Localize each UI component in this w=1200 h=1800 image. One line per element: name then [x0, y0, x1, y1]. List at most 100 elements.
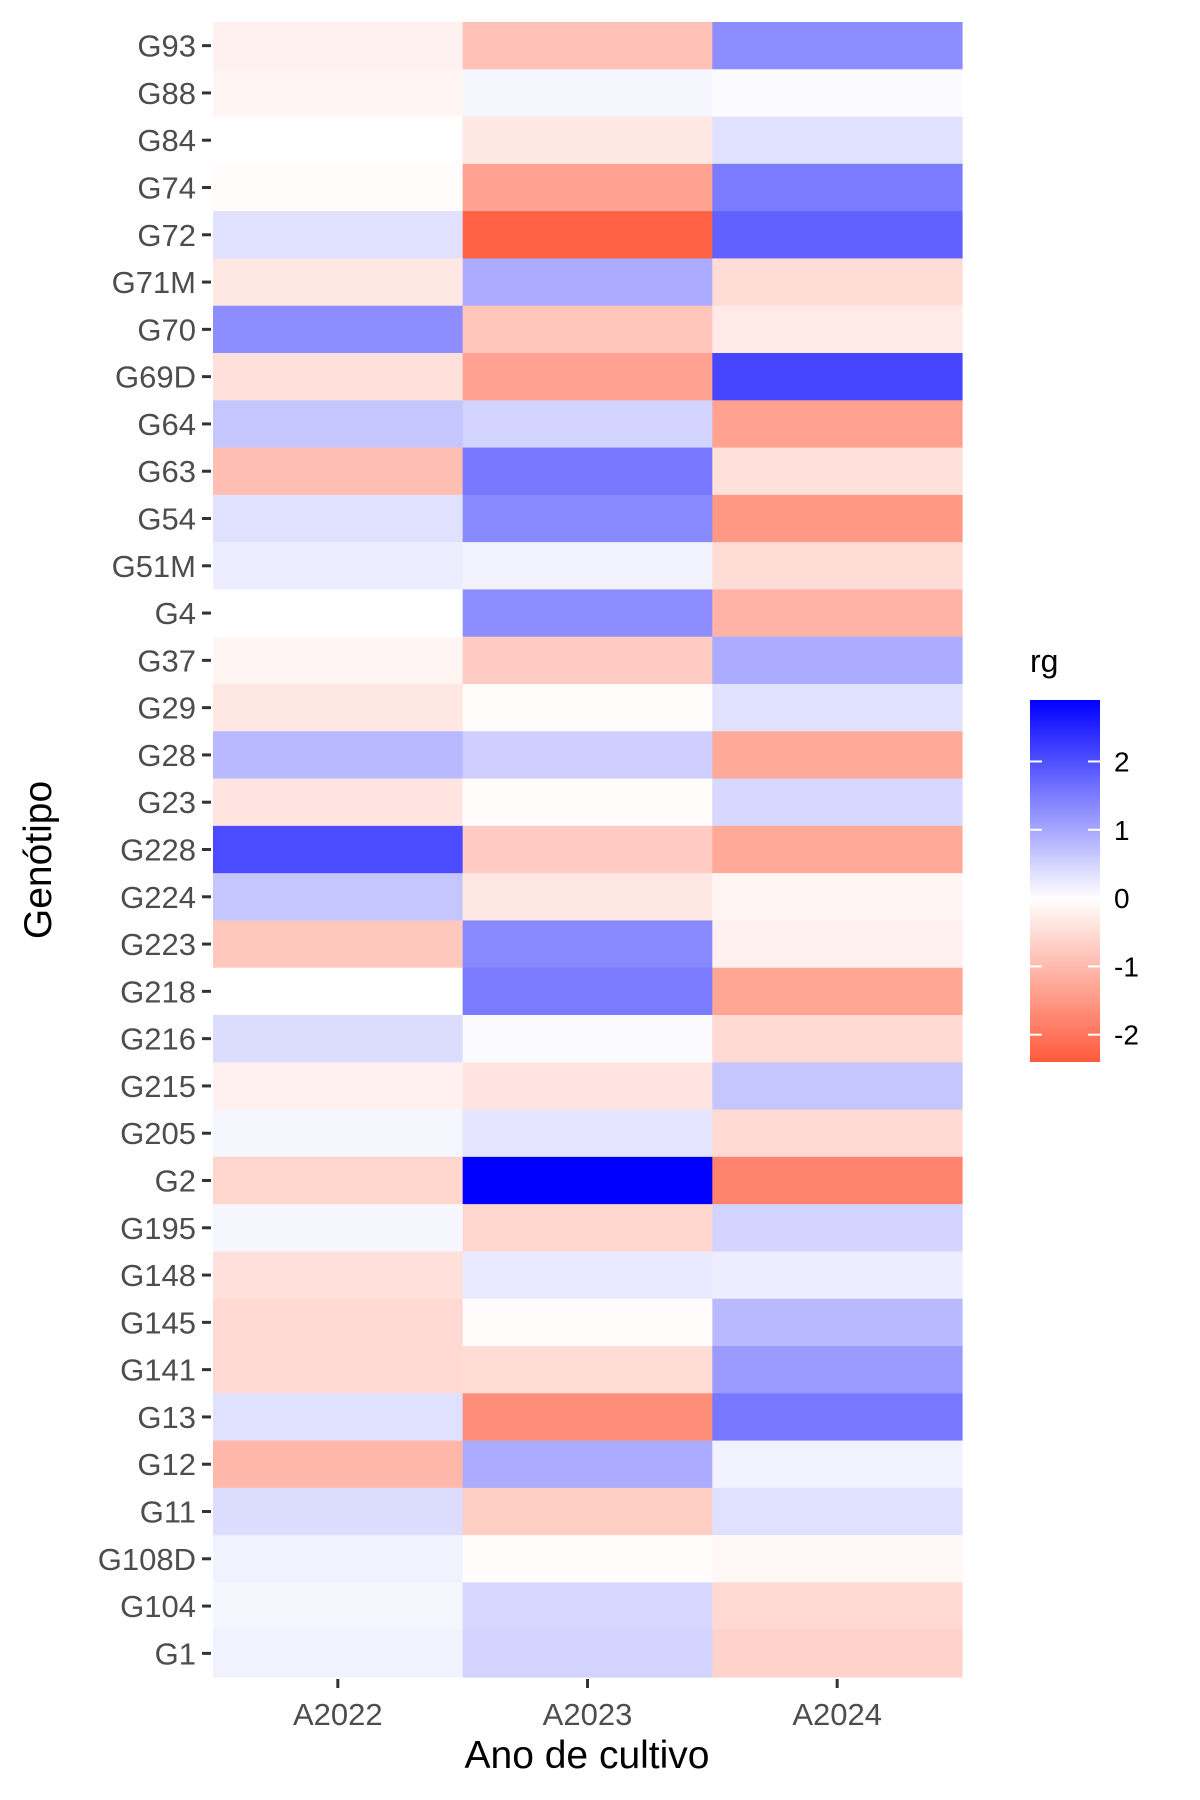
heatmap-cell-g88-a2024: [712, 69, 963, 118]
heatmap-cell-g108d-a2024: [712, 1535, 963, 1584]
heatmap-cell-g72-a2022: [213, 211, 464, 260]
legend-color-bar: [1030, 700, 1100, 1062]
y-tick-label: G148: [120, 1258, 196, 1293]
heatmap-cell-g145-a2023: [462, 1298, 713, 1347]
heatmap-cell-g141-a2022: [213, 1346, 464, 1394]
heatmap-cell-g223-a2023: [462, 920, 713, 969]
y-axis: G93 G88 G84 G74 G72 G71M G70 G69D G64 G63 G54 G51M G…: [98, 29, 211, 1671]
heatmap-cell-g23-a2024: [712, 778, 963, 827]
y-tick-label: G215: [120, 1069, 196, 1104]
heatmap-cell-g216-a2022: [213, 1015, 464, 1063]
y-tick-label: G223: [120, 927, 196, 962]
heatmap-cell-g215-a2024: [712, 1062, 963, 1111]
y-tick-label: G72: [137, 218, 196, 253]
heatmap-cell-g84-a2023: [462, 116, 713, 165]
heatmap-cell-g228-a2024: [712, 825, 963, 874]
heatmap-cell-g64-a2024: [712, 400, 963, 449]
heatmap-cell-g12-a2023: [462, 1440, 713, 1489]
heatmap-cell-g1-a2022: [213, 1629, 464, 1678]
y-tick-label: G84: [137, 123, 196, 158]
heatmap-cell-g54-a2024: [712, 494, 963, 543]
heatmap-cell-g216-a2024: [712, 1015, 963, 1063]
y-tick-label: G145: [120, 1305, 196, 1340]
heatmap-cell-g93-a2023: [462, 22, 713, 70]
heatmap-cell-g88-a2022: [213, 69, 464, 118]
legend-tick-label: 2: [1114, 746, 1130, 777]
y-tick-label: G70: [137, 312, 196, 347]
heatmap-cell-g104-a2022: [213, 1582, 464, 1631]
y-tick-label: G11: [140, 1495, 196, 1530]
legend-tick-label: 0: [1114, 883, 1130, 914]
heatmap-cell-g145-a2022: [213, 1298, 464, 1347]
y-tick-label: G4: [155, 596, 196, 631]
heatmap-cell-g4-a2024: [712, 589, 963, 638]
y-tick-label: G74: [137, 171, 196, 206]
y-tick-label: G63: [137, 454, 196, 489]
heatmap-cell-g54-a2023: [462, 494, 713, 543]
y-tick-label: G1: [155, 1636, 196, 1671]
heatmap-cell-g13-a2022: [213, 1393, 464, 1442]
y-tick-label: G224: [120, 880, 196, 915]
heatmap-cell-g11-a2022: [213, 1487, 464, 1536]
heatmap-cell-g11-a2023: [462, 1487, 713, 1536]
y-tick-label: G108D: [98, 1542, 196, 1577]
heatmap-cell-g93-a2022: [213, 22, 464, 70]
heatmap-cell-g215-a2022: [213, 1062, 464, 1111]
heatmap-cell-g218-a2023: [462, 967, 713, 1016]
y-tick-label: G13: [137, 1400, 196, 1435]
heatmap-cell-g218-a2022: [213, 967, 464, 1016]
legend-title: rg: [1030, 643, 1058, 679]
x-axis: A2022 A2023 A2024: [293, 1679, 882, 1732]
y-tick-label: G216: [120, 1022, 196, 1057]
heatmap-cell-g51m-a2022: [213, 542, 464, 591]
y-tick-label: G71M: [112, 265, 196, 300]
heatmap-cell-g84-a2022: [213, 116, 464, 165]
y-tick-label: G28: [137, 738, 196, 773]
heatmap-cell-g2-a2023: [462, 1156, 713, 1205]
heatmap-cell-g218-a2024: [712, 967, 963, 1016]
legend-tick-label: 1: [1114, 815, 1130, 846]
heatmap-cell-g141-a2024: [712, 1346, 963, 1394]
heatmap-cell-g70-a2022: [213, 305, 464, 354]
heatmap-cell-g205-a2024: [712, 1109, 963, 1158]
y-tick-label: G64: [137, 407, 196, 442]
heatmap-cell-g195-a2022: [213, 1204, 464, 1253]
heatmap-cell-g148-a2022: [213, 1251, 464, 1300]
heatmap-cell-g1-a2024: [712, 1629, 963, 1678]
heatmap-cell-g51m-a2024: [712, 542, 963, 591]
heatmap-cell-g74-a2023: [462, 163, 713, 212]
heatmap-cell-g37-a2022: [213, 636, 464, 685]
heatmap-cell-g28-a2023: [462, 731, 713, 780]
heatmap-cell-g74-a2024: [712, 163, 963, 212]
heatmap-cell-g216-a2023: [462, 1015, 713, 1063]
y-tick-label: G37: [137, 643, 196, 678]
heatmap-cell-g223-a2022: [213, 920, 464, 969]
heatmap-cell-g104-a2024: [712, 1582, 963, 1631]
heatmap-cell-g215-a2023: [462, 1062, 713, 1111]
heatmap-cell-g71m-a2024: [712, 258, 963, 307]
heatmap-cell-g72-a2024: [712, 211, 963, 260]
heatmap-cell-g29-a2024: [712, 684, 963, 732]
y-tick-label: G88: [137, 76, 196, 111]
heatmap-cell-g28-a2022: [213, 731, 464, 780]
heatmap-cell-g63-a2022: [213, 447, 464, 496]
heatmap-cell-g13-a2024: [712, 1393, 963, 1442]
heatmap-cell-g4-a2022: [213, 589, 464, 638]
y-tick-label: G228: [120, 833, 196, 868]
heatmap-cell-g37-a2024: [712, 636, 963, 685]
heatmap-cell-g2-a2024: [712, 1156, 963, 1205]
heatmap-cell-g2-a2022: [213, 1156, 464, 1205]
heatmap-cell-g11-a2024: [712, 1487, 963, 1536]
heatmap-cell-g224-a2022: [213, 873, 464, 922]
heatmap-cell-g69d-a2023: [462, 353, 713, 401]
y-axis-title: Genótipo: [17, 781, 60, 939]
y-tick-label: G51M: [112, 549, 196, 584]
heatmap-cell-g12-a2024: [712, 1440, 963, 1489]
heatmap-cell-g224-a2024: [712, 873, 963, 922]
heatmap-cell-g223-a2024: [712, 920, 963, 969]
heatmap-cell-g12-a2022: [213, 1440, 464, 1489]
y-tick-label: G93: [137, 29, 196, 64]
y-tick-label: G12: [137, 1447, 196, 1482]
heatmap-cell-g228-a2022: [213, 825, 464, 874]
x-tick-label: A2024: [792, 1697, 882, 1732]
